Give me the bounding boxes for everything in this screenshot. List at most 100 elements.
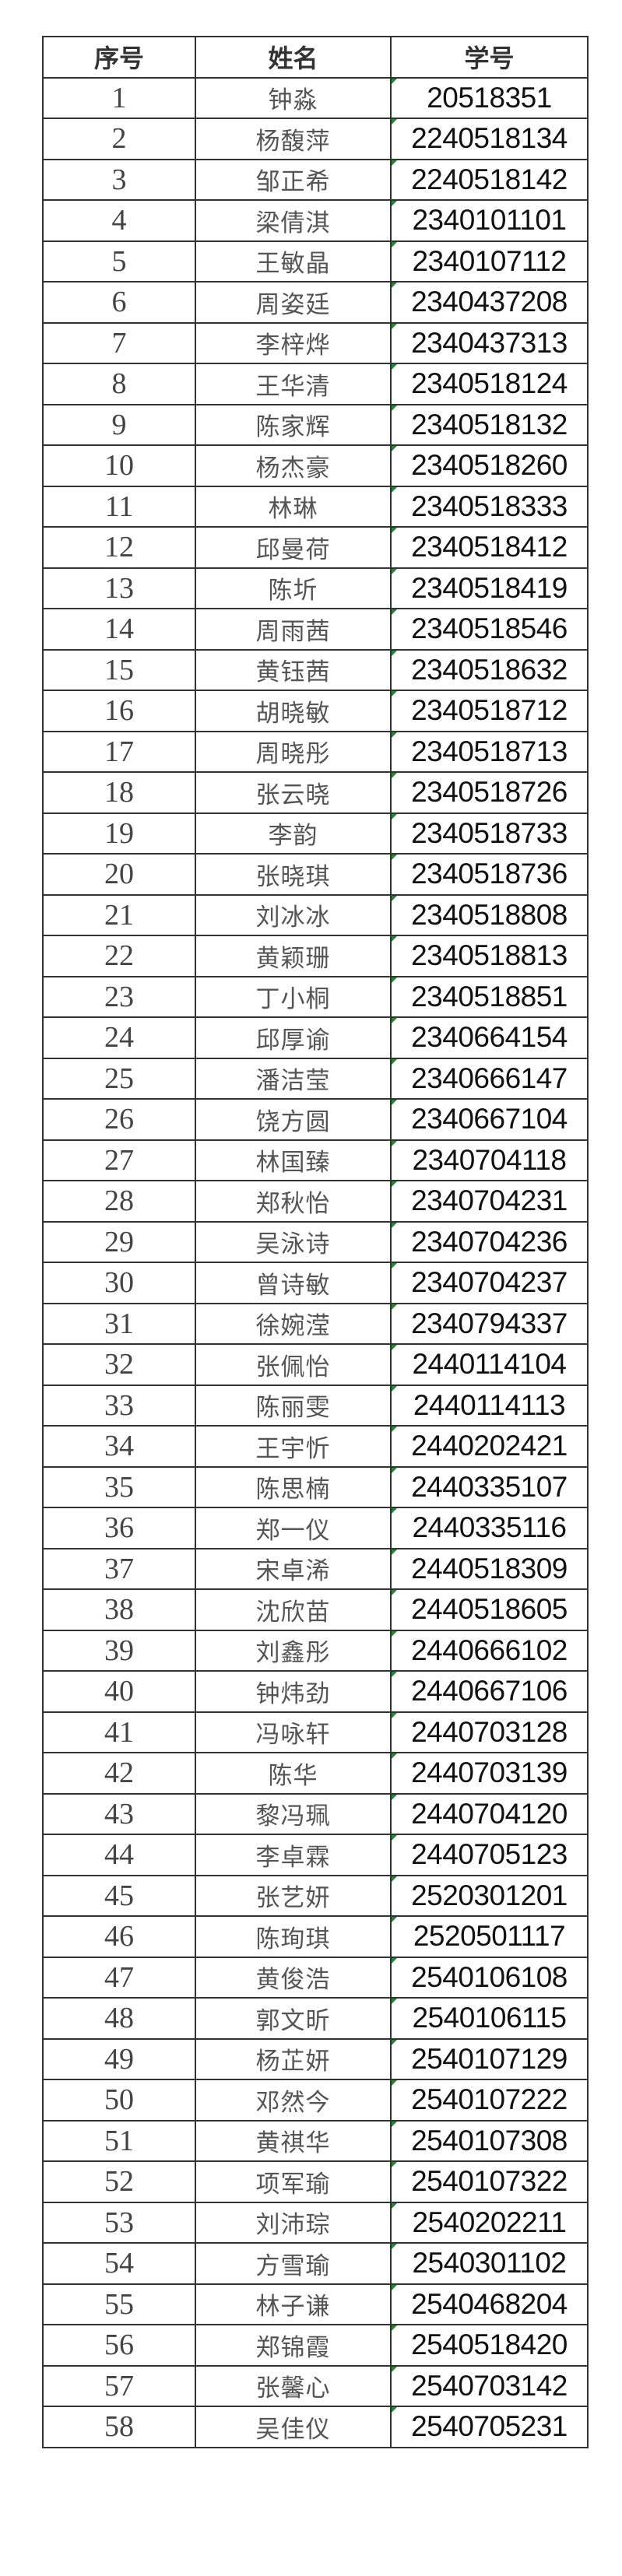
row-student-id-text: 2340704231 [411, 1184, 568, 1217]
table-row: 53 刘沛琮 2540202211 [42, 2201, 589, 2244]
row-seq-cell: 3 [42, 158, 196, 201]
row-seq-text: 2 [111, 122, 127, 156]
row-name-text: 陈家辉 [255, 413, 331, 442]
text-number-marker-icon [392, 977, 397, 983]
row-name-text: 钟炜劲 [255, 1679, 331, 1708]
text-number-marker-icon [392, 1181, 397, 1187]
text-number-marker-icon [392, 1999, 397, 2004]
row-seq-cell: 35 [42, 1465, 196, 1508]
row-student-id-text: 2340666147 [411, 1062, 568, 1094]
row-student-id-cell: 2340704231 [390, 1180, 589, 1223]
row-name-text: 杨芷妍 [255, 2048, 331, 2076]
row-name-cell: 杨芷妍 [195, 2037, 392, 2080]
row-student-id-cell: 2520501117 [390, 1915, 589, 1958]
row-name-text: 沈欣苗 [255, 1598, 331, 1627]
table-row: 27 林国臻 2340704118 [42, 1139, 589, 1181]
table-row: 39 刘鑫彤 2440666102 [42, 1629, 589, 1672]
table-row: 41 冯咏轩 2440703128 [42, 1711, 589, 1753]
row-name-cell: 邹正希 [195, 158, 392, 201]
row-seq-cell: 10 [42, 444, 196, 487]
row-name-text: 林子谦 [255, 2293, 331, 2322]
row-seq-text: 3 [111, 163, 127, 196]
table-row: 8 王华清 2340518124 [42, 363, 589, 405]
row-name-cell: 陈圻 [195, 567, 392, 609]
row-student-id-text: 2340518813 [411, 939, 568, 972]
row-name-cell: 陈丽雯 [195, 1384, 392, 1427]
text-number-marker-icon [392, 855, 397, 860]
text-number-marker-icon [392, 78, 397, 84]
row-name-text: 周雨茜 [255, 617, 331, 646]
row-name-cell: 郑秋怡 [195, 1180, 392, 1223]
row-name-cell: 林子谦 [195, 2283, 392, 2325]
row-student-id-cell: 2440335116 [390, 1507, 589, 1549]
row-name-cell: 徐婉滢 [195, 1302, 392, 1345]
row-student-id-text: 2340704118 [412, 1143, 567, 1176]
row-name-cell: 陈思楠 [195, 1465, 392, 1508]
row-name-text: 黄俊浩 [255, 1966, 331, 1995]
row-seq-cell: 36 [42, 1507, 196, 1549]
text-number-marker-icon [392, 1385, 397, 1392]
row-seq-text: 40 [104, 1675, 134, 1708]
text-number-marker-icon [392, 2284, 397, 2290]
row-seq-cell: 13 [42, 567, 196, 609]
row-seq-cell: 16 [42, 690, 196, 732]
row-student-id-cell: 2340704236 [390, 1220, 589, 1263]
row-name-cell: 陈家辉 [195, 403, 392, 446]
row-student-id-text: 2340667104 [411, 1103, 568, 1135]
row-name-cell: 黄钰茜 [195, 648, 392, 691]
row-student-id-cell: 2440667106 [390, 1670, 589, 1713]
row-student-id-cell: 2540301102 [390, 2242, 589, 2285]
row-student-id-cell: 2520301201 [390, 1874, 589, 1917]
table-row: 9 陈家辉 2340518132 [42, 403, 589, 446]
text-number-marker-icon [392, 2080, 397, 2086]
row-name-cell: 黄祺华 [195, 2119, 392, 2162]
row-name-text: 吴泳诗 [255, 1230, 331, 1259]
row-name-cell: 黄颖珊 [195, 935, 392, 977]
row-student-id-cell: 2340794337 [390, 1302, 589, 1345]
row-seq-text: 57 [104, 2369, 134, 2402]
row-student-id-text: 2440667106 [411, 1675, 568, 1707]
row-name-text: 李卓霖 [255, 1843, 331, 1872]
row-seq-text: 52 [104, 2165, 134, 2199]
row-name-cell: 周雨茜 [195, 608, 392, 651]
text-number-marker-icon [392, 813, 397, 819]
row-name-text: 刘沛琮 [255, 2211, 331, 2240]
row-name-text: 吴佳仪 [255, 2415, 331, 2444]
table-row: 26 饶方圆 2340667104 [42, 1098, 589, 1141]
text-number-marker-icon [392, 773, 397, 778]
row-name-cell: 张馨心 [195, 2364, 392, 2407]
row-seq-text: 55 [104, 2287, 134, 2321]
row-seq-text: 24 [104, 1021, 134, 1055]
row-name-text: 黎冯珮 [255, 1802, 331, 1831]
row-name-text: 陈华 [268, 1761, 318, 1790]
row-student-id-text: 2440518605 [411, 1593, 568, 1626]
row-seq-cell: 54 [42, 2242, 196, 2285]
row-seq-text: 54 [104, 2247, 134, 2280]
table-row: 31 徐婉滢 2340794337 [42, 1302, 589, 1345]
row-seq-text: 51 [104, 2124, 134, 2157]
table-row: 56 郑锦霞 2540518420 [42, 2324, 589, 2367]
row-name-cell: 林国臻 [195, 1139, 392, 1181]
row-seq-cell: 32 [42, 1343, 196, 1386]
row-seq-cell: 22 [42, 935, 196, 977]
row-name-text: 黄祺华 [255, 2129, 331, 2158]
table-row: 33 陈丽雯 2440114113 [42, 1384, 589, 1427]
row-student-id-text: 2520501117 [413, 1920, 566, 1953]
row-seq-text: 8 [111, 367, 127, 401]
row-student-id-cell: 2340518546 [390, 608, 589, 651]
row-name-cell: 丁小桐 [195, 975, 392, 1018]
row-seq-cell: 26 [42, 1098, 196, 1141]
row-seq-text: 41 [104, 1715, 134, 1749]
row-student-id-text: 20518351 [427, 81, 552, 114]
row-seq-text: 32 [104, 1348, 134, 1381]
row-student-id-text: 2340518124 [411, 367, 568, 400]
row-name-cell: 李韵 [195, 812, 392, 855]
row-name-cell: 刘鑫彤 [195, 1629, 392, 1672]
row-student-id-cell: 2540107222 [390, 2079, 589, 2122]
row-student-id-text: 2440703139 [411, 1757, 568, 1789]
row-seq-text: 26 [104, 1103, 134, 1136]
row-seq-text: 12 [104, 531, 134, 564]
row-seq-cell: 17 [42, 730, 196, 773]
row-student-id-cell: 2440703139 [390, 1752, 589, 1795]
row-name-text: 李韵 [268, 822, 318, 851]
